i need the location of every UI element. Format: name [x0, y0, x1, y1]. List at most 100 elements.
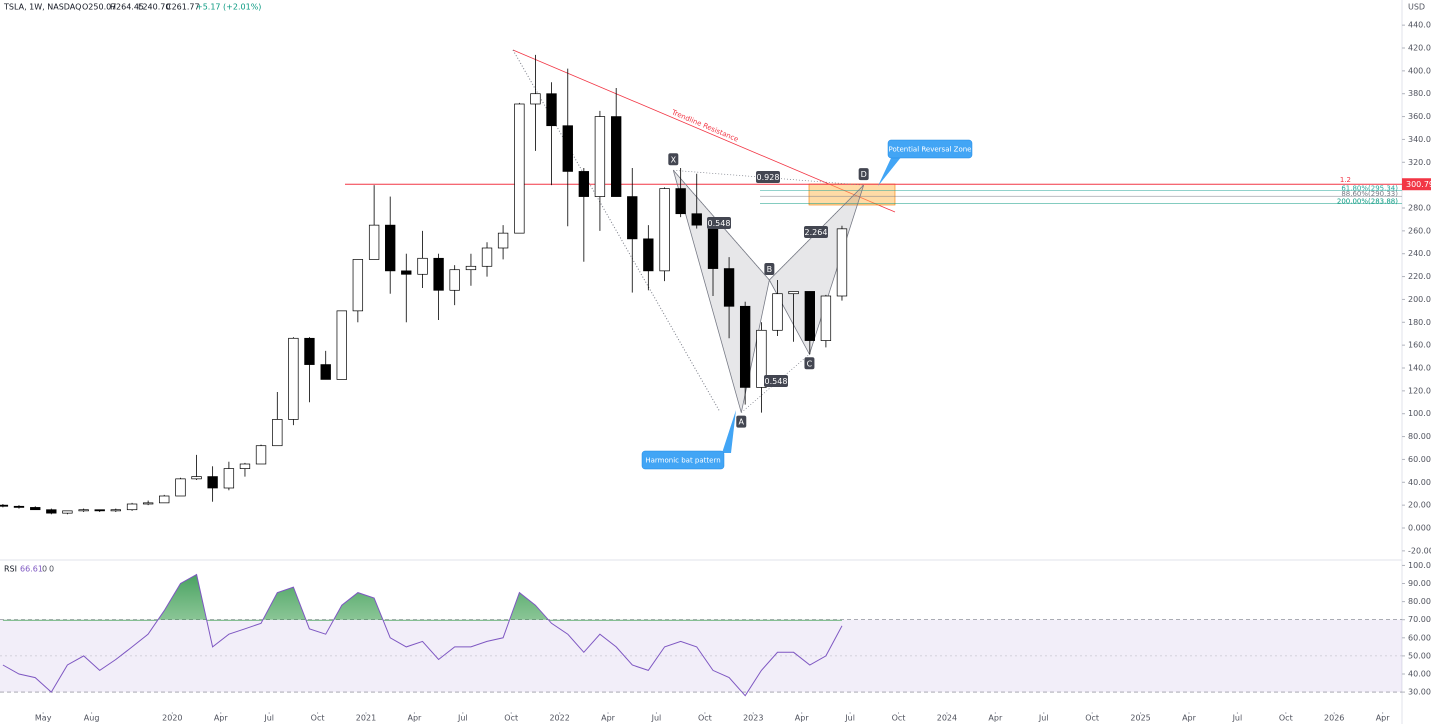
y-tick-label: 420.00 — [1408, 44, 1431, 53]
point-tag — [804, 357, 815, 370]
candle-body — [239, 463, 251, 469]
close: C261.77 — [166, 3, 200, 12]
x-tick-label: Oct — [892, 714, 906, 723]
candle-body — [368, 224, 380, 260]
symbol: TSLA, 1W, NASDAQ — [3, 3, 81, 12]
y-tick-label: 50.00 — [1408, 651, 1431, 660]
candle-body — [611, 116, 622, 197]
x-tick-label: 2021 — [356, 714, 376, 723]
ratio-box — [756, 171, 780, 183]
candle-body — [288, 337, 299, 420]
open: O250.07 — [82, 3, 116, 12]
x-tick-label: Oct — [311, 714, 325, 723]
y-tick-label: 100.00 — [1408, 409, 1431, 418]
x-tick-label: Apr — [407, 714, 422, 723]
x-tick-label: Apr — [1182, 714, 1197, 723]
low: L240.70 — [138, 3, 170, 12]
candle-body — [659, 188, 670, 272]
rsi-value: 66.61 — [20, 565, 43, 574]
y-tick-label: 200.00 — [1408, 295, 1431, 304]
candle-body — [320, 364, 331, 380]
candle-body — [707, 224, 719, 269]
callout-box — [641, 450, 725, 470]
y-tick-label: 100.00 — [1408, 561, 1431, 570]
rsi-line — [2, 573, 843, 697]
y-tick-label: 240.00 — [1408, 249, 1431, 258]
x-tick-label: Jul — [844, 714, 855, 723]
candle-body — [272, 419, 283, 447]
candle-body — [401, 270, 412, 275]
currency: USD — [1408, 3, 1425, 12]
y-tick-label: 340.00 — [1408, 135, 1431, 144]
callout-text: Harmonic bat pattern — [645, 457, 720, 465]
y-tick-label: 80.00 — [1408, 597, 1431, 606]
point-label: C — [807, 359, 813, 368]
point-tag — [736, 415, 747, 428]
candle-body — [126, 503, 138, 511]
x-tick-label: Apr — [795, 714, 810, 723]
candle-body — [0, 504, 9, 507]
candle-body — [62, 510, 73, 514]
candle-body — [94, 509, 105, 512]
candle-body — [643, 238, 654, 272]
candle-body — [530, 93, 541, 105]
rsi-legend: RSI 66.61 0 0 — [4, 565, 54, 574]
header: TSLA, 1W, NASDAQ O250.07 H264.45 L240.70… — [3, 3, 261, 12]
candle-body — [223, 468, 235, 489]
x-tick-label: 2022 — [549, 714, 569, 723]
y-tick-label: 40.00 — [1408, 670, 1431, 679]
x-tick-label: May — [35, 714, 52, 723]
candle-body — [546, 93, 557, 127]
point-label: B — [767, 265, 773, 274]
y-tick-label: 260.00 — [1408, 226, 1431, 235]
x-tick-label: Jul — [263, 714, 274, 723]
pattern-wing — [768, 184, 865, 356]
callout-tail — [722, 410, 736, 453]
candle-body — [191, 476, 202, 480]
fib-label: 88.60%(290.33) — [1341, 190, 1398, 198]
x-tick-label: Jul — [1038, 714, 1049, 723]
ratio: 2.264 — [805, 228, 828, 237]
ratio: 0.928 — [757, 173, 780, 182]
point-label: D — [861, 170, 867, 179]
candle-body — [433, 257, 444, 291]
candle-body — [336, 310, 347, 380]
y-tick-label: 400.00 — [1408, 66, 1431, 75]
ratio-box — [707, 217, 731, 229]
candle-body — [691, 213, 702, 226]
callouts: Potential Reversal Zone Harmonic bat pat… — [641, 139, 973, 470]
x-tick-label: Apr — [988, 714, 1003, 723]
candle-body — [304, 337, 315, 365]
fib-title: 1.2 — [1340, 176, 1351, 184]
candle-body — [804, 291, 816, 341]
rsi-name: RSI — [4, 565, 17, 574]
x-tick-label: Oct — [1279, 714, 1293, 723]
y-tick-label: 40.00 — [1408, 478, 1431, 487]
candle-body — [46, 509, 57, 514]
y-tick-label: 70.00 — [1408, 615, 1431, 624]
candle-body — [562, 125, 573, 172]
y-tick-label: 180.00 — [1408, 318, 1431, 327]
candle-body — [627, 196, 638, 240]
ratio-box — [764, 375, 788, 387]
x-tick-label: Apr — [214, 714, 229, 723]
candle-body — [788, 291, 799, 295]
candle-body — [578, 171, 590, 197]
price-badge-label: 300.79 — [1406, 180, 1431, 189]
candle-body — [772, 293, 783, 331]
candle-body — [352, 259, 364, 312]
y-tick-label: 80.00 — [1408, 432, 1431, 441]
x-tick-label: Oct — [698, 714, 712, 723]
candle-body — [78, 509, 89, 512]
x-tick-label: 2026 — [1324, 714, 1344, 723]
candle-body — [385, 224, 396, 272]
y-tick-label: 30.00 — [1408, 688, 1431, 697]
fib-label: 61.80%(295.34) — [1341, 184, 1398, 192]
x-tick-label: Jul — [1232, 714, 1243, 723]
fib-label: 200.00%(283.88) — [1337, 198, 1398, 206]
y-tick-label: 360.00 — [1408, 112, 1431, 121]
x-tick-label: 2023 — [743, 714, 763, 723]
x-tick-label: Apr — [1376, 714, 1391, 723]
y-tick-label: 60.00 — [1408, 633, 1431, 642]
y-tick-label: 220.00 — [1408, 272, 1431, 281]
